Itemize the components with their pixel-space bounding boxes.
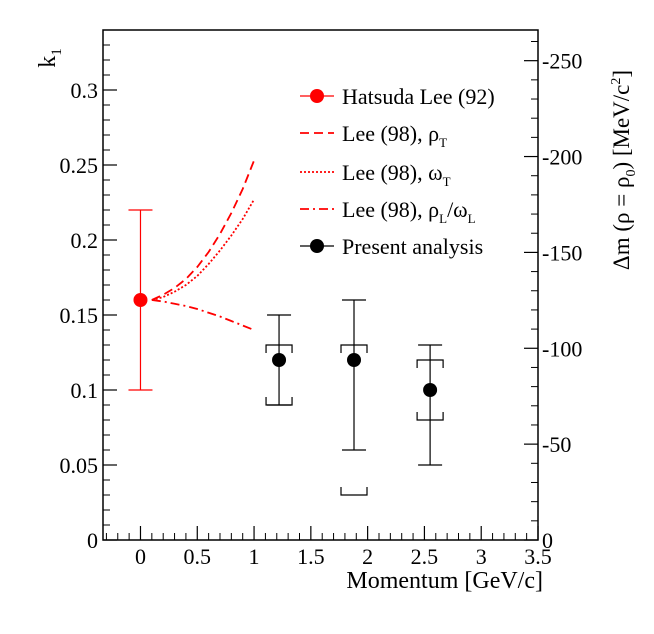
y2-axis-ticks: 0 -50 -100 -150 -200 -250 <box>524 41 582 553</box>
series-layer <box>128 160 444 496</box>
x-tick-label: 1 <box>249 544 260 569</box>
x-tick-label: 2 <box>362 544 373 569</box>
x-axis-label: Momentum [GeV/c] <box>346 568 543 594</box>
y-tick-label: 0.15 <box>60 303 99 328</box>
y-axis-ticks: 0 0.05 0.1 0.15 0.2 0.25 0.3 <box>60 44 117 553</box>
series-line <box>151 299 255 331</box>
data-point <box>272 353 287 367</box>
y-tick-label: 0.25 <box>60 153 99 178</box>
legend-label: Present analysis <box>342 234 483 259</box>
legend-marker <box>310 89 324 103</box>
x-tick-label: 2.5 <box>411 544 439 569</box>
y2-tick-label: -100 <box>542 336 582 361</box>
x-tick-label: 3 <box>476 544 487 569</box>
series-line <box>151 199 255 301</box>
y-tick-label: 0.3 <box>71 78 99 103</box>
systematic-bracket-high <box>265 344 293 353</box>
legend-label: Lee (98), ωT <box>342 160 451 189</box>
systematic-bracket-low <box>416 412 444 421</box>
systematic-bracket-high <box>340 344 368 353</box>
legend-label: Lee (98), ρT <box>342 121 447 150</box>
y2-axis-label: Δm (ρ = ρ0) [MeV/c2] <box>609 70 639 270</box>
y-tick-label: 0.05 <box>60 453 99 478</box>
x-tick-label: 3.5 <box>524 544 552 569</box>
y-tick-label: 0.2 <box>71 228 99 253</box>
y-tick-label: 0 <box>87 528 98 553</box>
series-line <box>151 160 255 301</box>
x-axis-ticks: 0 0.5 1 1.5 2 2.5 3 3.5 <box>105 526 552 569</box>
y-tick-label: 0.1 <box>71 378 99 403</box>
y2-tick-label: -150 <box>542 240 582 265</box>
x-tick-label: 1.5 <box>297 544 325 569</box>
data-point <box>133 293 148 307</box>
legend-label: Lee (98), ρL/ωL <box>342 197 476 226</box>
systematic-bracket-low <box>340 487 368 496</box>
y2-tick-label: -50 <box>542 432 571 457</box>
y-axis-label: k1 <box>35 48 65 68</box>
x-tick-label: 0.5 <box>184 544 212 569</box>
systematic-bracket-high <box>416 359 444 368</box>
legend: Hatsuda Lee (92) Lee (98), ρT Lee (98), ωT… <box>300 84 495 259</box>
legend-label: Hatsuda Lee (92) <box>342 84 495 109</box>
y2-tick-label: -200 <box>542 145 582 170</box>
legend-marker <box>310 239 324 253</box>
x-tick-label: 0 <box>135 544 146 569</box>
y2-tick-label: 0 <box>542 528 553 553</box>
y2-tick-label: -250 <box>542 49 582 74</box>
data-point <box>423 383 438 397</box>
data-point <box>347 353 362 367</box>
systematic-bracket-low <box>265 397 293 406</box>
